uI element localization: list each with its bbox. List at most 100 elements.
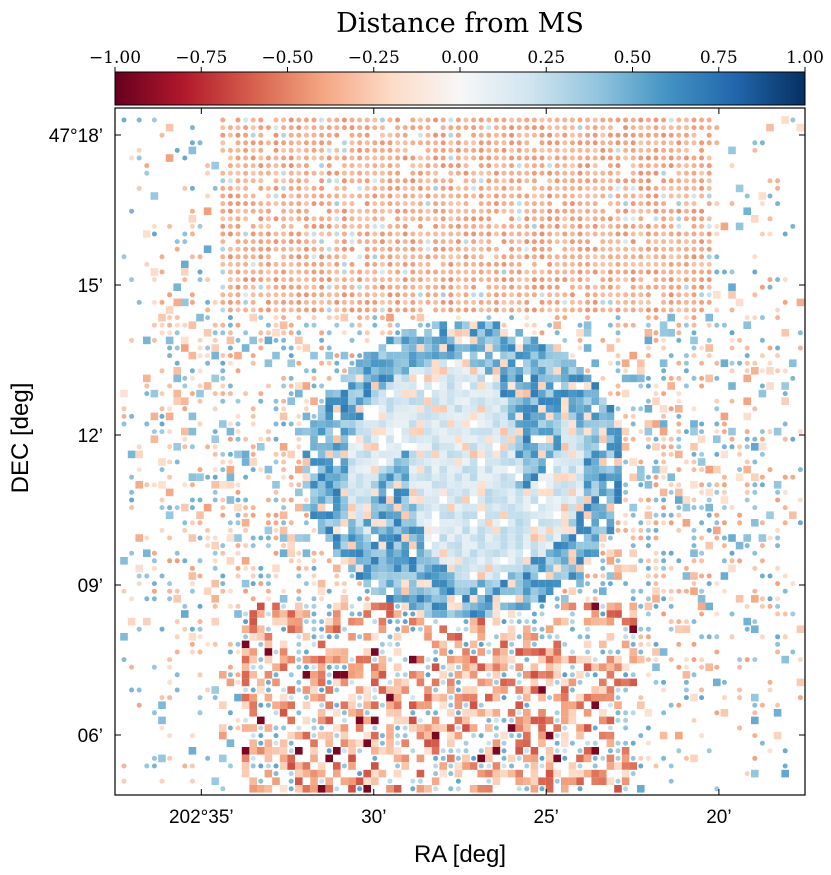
heatmap-point: [417, 292, 423, 298]
heatmap-point: [281, 467, 287, 473]
heatmap-cell: [583, 534, 592, 542]
heatmap-point: [714, 406, 720, 412]
heatmap-point: [433, 170, 439, 176]
heatmap-cell: [583, 488, 592, 497]
heatmap-cell: [355, 671, 364, 679]
heatmap-cell: [454, 389, 463, 398]
heatmap-point: [539, 163, 545, 169]
heatmap-cell: [409, 526, 417, 535]
heatmap-cell: [507, 709, 516, 717]
heatmap-point: [440, 125, 446, 131]
heatmap-point: [623, 246, 629, 252]
heatmap-cell: [371, 427, 379, 436]
heatmap-point: [569, 208, 575, 214]
heatmap-cell: [333, 473, 341, 481]
heatmap-point: [372, 170, 378, 176]
heatmap-cell: [591, 541, 599, 550]
heatmap-point: [562, 117, 568, 123]
heatmap-point: [220, 330, 226, 336]
heatmap-point: [638, 231, 644, 237]
heatmap-cell: [348, 465, 356, 474]
heatmap-cell: [302, 716, 311, 725]
heatmap-cell: [317, 473, 326, 481]
heatmap-cell: [492, 321, 501, 329]
heatmap-point: [661, 710, 667, 716]
heatmap-point: [691, 140, 697, 146]
heatmap-point: [775, 641, 781, 647]
heatmap-cell: [492, 693, 501, 702]
heatmap-point: [220, 208, 226, 214]
heatmap-point: [607, 147, 613, 153]
heatmap-cell: [333, 534, 341, 542]
heatmap-point: [212, 695, 218, 701]
heatmap-point: [653, 254, 659, 260]
heatmap-point: [319, 201, 325, 207]
heatmap-cell: [348, 701, 356, 709]
heatmap-point: [364, 315, 370, 321]
heatmap-cell: [462, 435, 470, 443]
heatmap-point: [714, 375, 720, 381]
heatmap-point: [585, 193, 591, 199]
heatmap-point: [197, 140, 203, 146]
heatmap-cell: [538, 351, 546, 360]
heatmap-cell: [568, 769, 577, 778]
heatmap-cell: [583, 344, 592, 352]
heatmap-point: [220, 216, 226, 222]
heatmap-point: [509, 239, 515, 245]
heatmap-point: [615, 284, 621, 290]
heatmap-cell: [553, 640, 561, 649]
heatmap-cell: [371, 602, 379, 611]
heatmap-cell: [348, 450, 356, 459]
heatmap-point: [509, 284, 515, 290]
heatmap-point: [273, 155, 279, 161]
heatmap-cell: [401, 549, 409, 557]
heatmap-point: [653, 117, 659, 123]
heatmap-cell: [439, 344, 447, 352]
heatmap-point: [790, 581, 796, 587]
heatmap-cell: [424, 731, 432, 740]
heatmap-cell: [583, 465, 592, 474]
heatmap-cell: [158, 481, 166, 489]
heatmap-cell: [469, 344, 478, 352]
heatmap-point: [668, 588, 674, 594]
heatmap-cell: [469, 443, 478, 451]
heatmap-cell: [355, 367, 364, 375]
heatmap-point: [440, 755, 446, 761]
heatmap-point: [797, 657, 803, 663]
heatmap-point: [569, 299, 575, 305]
heatmap-cell: [241, 625, 250, 633]
heatmap-point: [577, 193, 583, 199]
heatmap-point: [706, 246, 712, 252]
heatmap-point: [303, 261, 309, 267]
heatmap-cell: [333, 617, 341, 626]
heatmap-cell: [644, 405, 653, 413]
heatmap-cell: [264, 526, 273, 535]
heatmap-point: [227, 451, 233, 457]
heatmap-point: [683, 269, 689, 275]
heatmap-point: [410, 140, 416, 146]
heatmap-point: [212, 299, 218, 305]
heatmap-cells: [120, 116, 805, 793]
heatmap-point: [227, 459, 233, 465]
heatmap-cell: [469, 701, 478, 709]
heatmap-cell: [431, 747, 440, 755]
heatmap-cell: [621, 754, 630, 763]
heatmap-cell: [386, 541, 394, 550]
heatmap-cell: [606, 716, 615, 725]
heatmap-point: [341, 185, 347, 191]
heatmap-cell: [485, 359, 493, 367]
heatmap-point: [402, 125, 408, 131]
heatmap-cell: [143, 230, 151, 238]
heatmap-point: [311, 216, 317, 222]
heatmap-point: [676, 398, 682, 404]
heatmap-cell: [371, 762, 379, 770]
heatmap-cell: [211, 161, 219, 170]
heatmap-point: [220, 117, 226, 123]
heatmap-cell: [447, 610, 455, 618]
heatmap-point: [303, 163, 309, 169]
heatmap-cell: [416, 427, 425, 436]
heatmap-cell: [599, 397, 607, 405]
heatmap-point: [638, 626, 644, 632]
heatmap-point: [167, 474, 173, 480]
heatmap-point: [440, 748, 446, 754]
